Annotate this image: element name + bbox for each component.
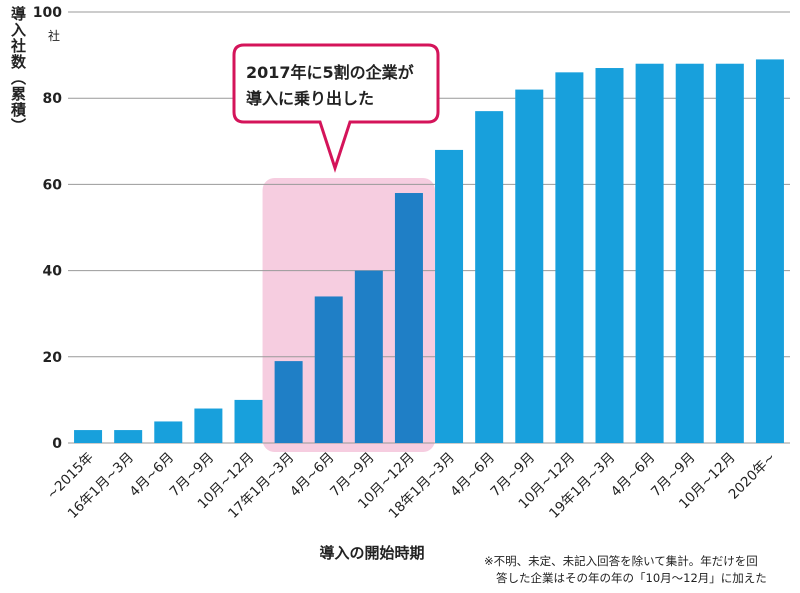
bar [435, 149, 464, 444]
bar [475, 111, 504, 443]
bar [675, 63, 704, 443]
bar [755, 59, 784, 443]
note: ※不明、未定、未記入回答を除いて集計。年だけを回 [484, 554, 758, 568]
bar [394, 193, 423, 443]
bar [354, 270, 383, 443]
bar [635, 63, 664, 443]
annotation-box [232, 43, 440, 173]
bar [555, 72, 584, 443]
bar [515, 89, 544, 443]
bar [114, 430, 143, 443]
bar [154, 421, 183, 443]
bar [595, 68, 624, 443]
annotation-text: 導入に乗り出した [246, 89, 374, 108]
note: 答した企業はその年の年の「10月～12月」に加えた [496, 571, 767, 585]
y-unit: 社 [48, 28, 60, 43]
bar [314, 296, 343, 443]
highlight-region [262, 178, 435, 452]
y-tick-label: 100 [33, 5, 62, 21]
bar [715, 63, 744, 443]
y-tick-label: 60 [43, 177, 63, 193]
y-tick-label: 0 [52, 436, 62, 452]
annotation-text: 2017年に5割の企業が [246, 63, 414, 82]
bar [194, 408, 223, 443]
y-tick-label: 40 [43, 264, 63, 280]
y-tick-label: 80 [43, 91, 63, 107]
y-axis-title: 導入社数（累積） [9, 6, 27, 134]
bar [74, 430, 103, 443]
bar [234, 399, 263, 443]
x-axis-title: 導入の開始時期 [319, 544, 424, 562]
y-tick-label: 20 [43, 350, 63, 366]
bar [274, 361, 303, 443]
